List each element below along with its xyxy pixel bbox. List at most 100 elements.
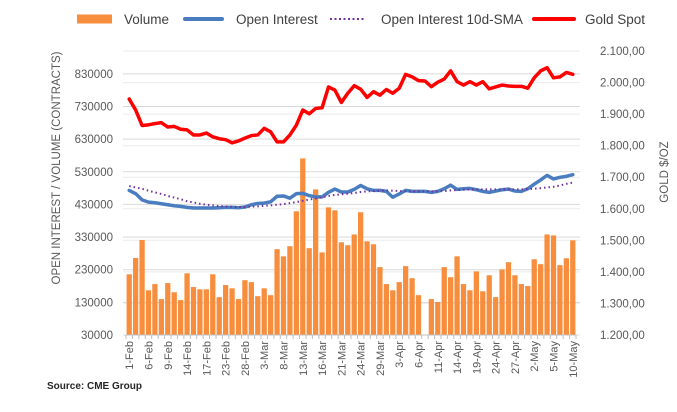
volume-bar [550, 235, 557, 335]
y-left-axis-title: OPEN INTEREST / VOLUME (CONTRACTS) [51, 51, 63, 284]
legend-label-volume: Volume [124, 12, 169, 27]
x-tick-label: 23-Feb [221, 341, 233, 376]
volume-bar [190, 287, 197, 335]
y-right-tick-label: 1.700,00 [600, 172, 645, 184]
volume-bar [319, 252, 325, 335]
x-tick-label: 10-May [568, 341, 580, 378]
volume-bar [370, 244, 377, 335]
volume-bar [518, 284, 524, 335]
x-tick-label: 9-Feb [163, 341, 175, 370]
y-left-tick-label: 330000 [75, 232, 113, 244]
x-tick-label: 3-Mar [259, 341, 271, 370]
x-tick-label: 16-Mar [317, 341, 329, 376]
x-tick-label: 6-Feb [144, 341, 156, 370]
x-tick-label: 24-Mar [356, 341, 368, 376]
legend: Volume Open Interest Open Interest 10d-S… [77, 12, 645, 27]
y-left-tick-label: 530000 [75, 167, 113, 179]
volume-bar [274, 249, 280, 335]
volume-bar [351, 234, 357, 335]
volume-bar [293, 211, 299, 335]
volume-bar [345, 245, 351, 335]
volume-bar [512, 275, 518, 335]
x-tick-label: 8-Mar [279, 341, 291, 370]
volume-bar [280, 256, 287, 335]
x-tick-label: 13-Mar [298, 341, 310, 376]
volume-bar [409, 278, 415, 335]
x-tick-label: 17-Feb [201, 341, 213, 376]
volume-bar [313, 189, 319, 335]
x-tick-label: 2-May [529, 341, 541, 372]
volume-bar [261, 288, 267, 335]
volume-bar [338, 242, 344, 335]
x-tick-label: 27-Apr [510, 341, 522, 374]
volume-bar [563, 258, 569, 335]
volume-bar [255, 296, 261, 335]
volume-bar [152, 284, 158, 335]
y-left-tick-label: 430000 [75, 199, 113, 211]
volume-bar [223, 285, 229, 335]
x-tick-label: 14-Apr [452, 341, 464, 374]
y-left-tick-label: 830000 [75, 69, 113, 81]
volume-bar [441, 267, 447, 335]
legend-label-open-interest: Open Interest [236, 12, 318, 27]
volume-bar [460, 284, 467, 335]
volume-bar [325, 207, 332, 335]
volume-bar [203, 289, 209, 335]
x-tick-label: 21-Mar [336, 341, 348, 376]
volume-bar [538, 264, 544, 335]
volume-bar [448, 277, 454, 335]
volume-bar [377, 267, 383, 335]
x-tick-label: 29-Mar [375, 341, 387, 376]
x-tick-label: 1-Feb [124, 341, 136, 370]
volume-bar [268, 295, 274, 335]
y-right-tick-label: 1.500,00 [600, 235, 645, 247]
y-right-axis-title: GOLD $/OZ [659, 141, 671, 202]
y-right-tick-label: 1.800,00 [600, 141, 645, 153]
volume-bar [435, 302, 441, 335]
volume-bar [248, 282, 254, 335]
y-right-tick-label: 1.600,00 [600, 204, 645, 216]
volume-bar [383, 284, 389, 335]
series-lines [127, 65, 575, 210]
volume-bar [570, 240, 576, 335]
legend-swatch-volume [77, 14, 112, 24]
y-left-tick-label: 630000 [75, 134, 113, 146]
volume-bar [158, 299, 164, 335]
y-right-tick-label: 2.000,00 [600, 78, 645, 90]
volume-bar [499, 269, 505, 335]
x-tick-label: 5-May [549, 341, 561, 372]
volume-bar [403, 266, 409, 335]
x-tick-label: 28-Feb [240, 341, 252, 376]
volume-bar [467, 290, 473, 335]
legend-item-volume: Volume [77, 12, 169, 27]
y-left-tick-label: 230000 [75, 265, 113, 277]
y-right-tick-label: 1.900,00 [600, 109, 645, 121]
volume-bar [454, 256, 460, 335]
open-interest-line [127, 172, 575, 210]
volume-bar [390, 290, 396, 335]
volume-bar [544, 234, 550, 335]
volume-bar [184, 273, 190, 335]
volume-bar [486, 275, 492, 335]
volume-bar [178, 300, 184, 335]
volume-bar [300, 158, 306, 335]
source-note: Source: CME Group [47, 381, 143, 392]
x-tick-label: 11-Apr [433, 341, 445, 374]
volume-bar [505, 262, 512, 335]
volume-bar [242, 280, 248, 335]
y-right-tick-label: 1.200,00 [600, 330, 645, 342]
volume-bar [139, 240, 145, 335]
y-right-tick-label: 1.300,00 [600, 298, 645, 310]
open-interest-sma-line [129, 181, 573, 209]
volume-bar [428, 299, 434, 335]
x-tick-label: 3-Apr [394, 341, 406, 368]
volume-bar [473, 271, 479, 335]
volume-bar [415, 295, 422, 335]
volume-bar [525, 286, 531, 335]
x-tick-label: 19-Apr [471, 341, 483, 374]
volume-bar [396, 282, 402, 335]
volume-bar [165, 283, 171, 335]
y-left-tick-label: 130000 [75, 297, 113, 309]
volume-bar [229, 288, 235, 335]
